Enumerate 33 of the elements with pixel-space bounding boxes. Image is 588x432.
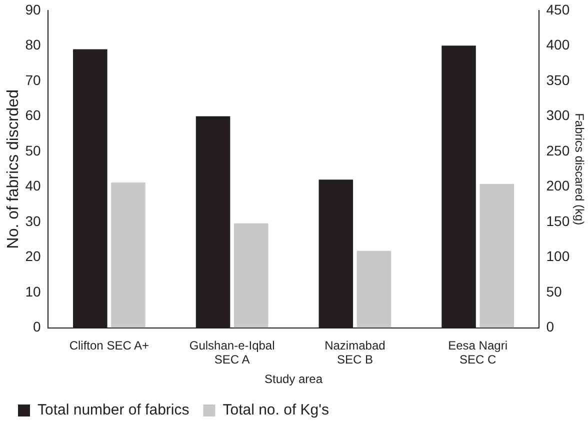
y2-tick-label: 50 xyxy=(546,283,562,300)
y2-tick-label: 200 xyxy=(546,178,570,194)
y2-tick-label: 0 xyxy=(546,318,554,335)
x-tick-label: Eesa Nagri SEC C xyxy=(448,338,508,367)
legend-label: Total no. of Kg's xyxy=(222,402,329,419)
y-tick-label: 0 xyxy=(32,318,41,335)
legend-label: Total number of fabrics xyxy=(38,402,190,419)
bar xyxy=(356,250,392,328)
x-tick-label: Clifton SEC A+ xyxy=(69,338,150,352)
bar xyxy=(111,182,146,328)
y2-tick-label: 400 xyxy=(546,36,570,53)
y2-tick-label: 450 xyxy=(546,1,570,18)
y-tick-label: 40 xyxy=(25,178,41,194)
y2-axis-title: Fabrics discared (kg) xyxy=(572,113,586,226)
y-tick-label: 30 xyxy=(25,212,41,229)
bar xyxy=(480,184,514,328)
y-tick-label: 80 xyxy=(25,36,41,53)
x-tick-label: Gulshan-e-Iqbal SEC A xyxy=(189,338,275,367)
y-tick-label: 50 xyxy=(25,142,41,158)
x-axis-title: Study area xyxy=(264,372,323,386)
y2-tick-label: 300 xyxy=(546,107,570,124)
y2-tick-label: 150 xyxy=(546,212,570,229)
y2-tick-label: 350 xyxy=(546,72,570,88)
y-tick-label: 10 xyxy=(25,283,41,300)
y-tick-label: 90 xyxy=(25,1,41,18)
y2-tick-label: 100 xyxy=(546,248,570,264)
y-tick-label: 20 xyxy=(25,248,41,264)
y-tick-label: 70 xyxy=(25,72,41,88)
y-axis-title: No. of fabrics discrded xyxy=(5,90,22,249)
bar xyxy=(234,223,268,328)
y-tick-label: 60 xyxy=(25,107,41,124)
y2-tick-label: 250 xyxy=(546,142,570,158)
x-tick-label: Nazimabad SEC B xyxy=(324,338,386,367)
